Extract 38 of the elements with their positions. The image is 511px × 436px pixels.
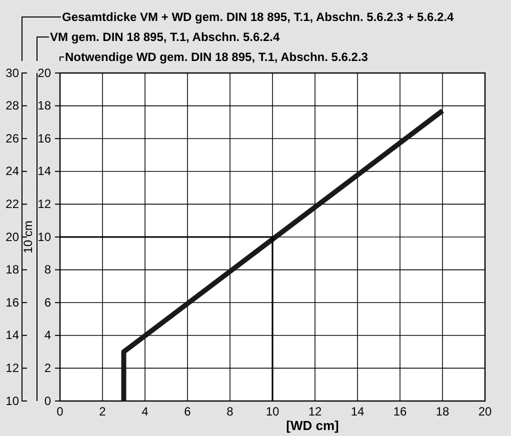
text: 10 cm (21, 220, 35, 254)
y3-axis-title: VM gem. DIN 18 895, T.1, Abschn. 5.6.2.4 (50, 30, 280, 44)
x-tick-label: 18 (436, 404, 450, 419)
x-tick-label: 0 (56, 404, 64, 419)
x-tick-label: 16 (393, 404, 407, 419)
y2-tick-label: 4 (44, 328, 52, 342)
y-tick-label: 28 (6, 98, 20, 113)
x-tick-label: 20 (478, 404, 492, 419)
y-tick-label: 16 (6, 295, 20, 310)
x-tick-label: 14 (350, 404, 364, 419)
y-tick-label: 24 (6, 164, 20, 178)
y2-tick-label: 6 (44, 295, 52, 310)
y-tick-label: 10 (6, 394, 20, 408)
y2-tick-label: 18 (38, 98, 52, 113)
x-tick-label: 6 (184, 404, 192, 419)
y2-tick-label: 16 (38, 131, 52, 146)
y2-tick-label: 20 (38, 66, 52, 80)
y2-tick-label: 14 (38, 164, 52, 178)
x-tick-label: 2 (99, 404, 106, 419)
y2-tick-label: 0 (44, 394, 52, 408)
x-tick-label: 4 (142, 404, 149, 419)
x-tick-label: 10 (266, 404, 280, 419)
y2-tick-label: 8 (44, 262, 52, 277)
chart-title: Gesamtdicke VM + WD gem. DIN 18 895, T.1, Abschn. 5.6.2.3 + 5.6.2.4 (62, 10, 454, 24)
y-tick-label: 18 (6, 262, 20, 277)
y-tick-label: 14 (6, 328, 20, 342)
y2-axis-title: Notwendige WD gem. DIN 18 895, T.1, Abschn. 5.6.2.3 (65, 50, 368, 64)
y-tick-label: 26 (6, 131, 20, 146)
x-axis-title: [WD cm] (286, 418, 339, 433)
x-tick-label: 8 (226, 404, 234, 419)
y-tick-label: 22 (6, 197, 20, 212)
y-tick-label: 30 (6, 66, 20, 80)
x-tick-label: 12 (308, 404, 322, 419)
y2-tick-label: 2 (44, 361, 52, 376)
y2-tick-label: 12 (38, 197, 52, 212)
y2-tick-label: 10 (38, 230, 52, 244)
y-tick-label: 20 (6, 230, 20, 244)
y-tick-label: 12 (6, 361, 20, 376)
